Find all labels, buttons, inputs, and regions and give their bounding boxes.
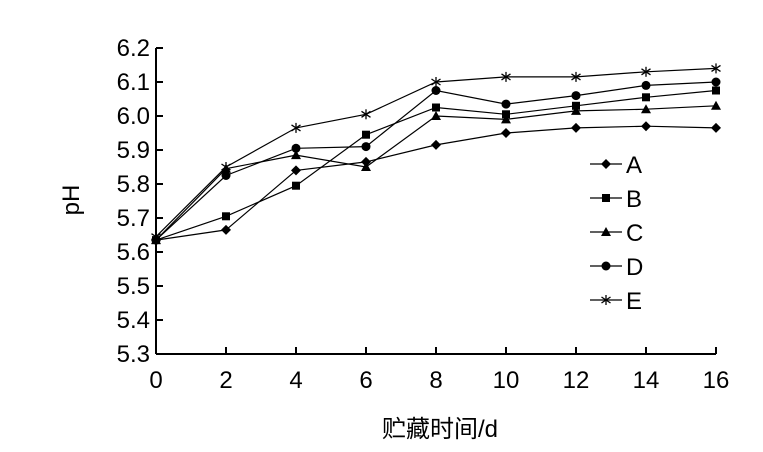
data-point-a — [431, 139, 441, 150]
data-point-d — [641, 80, 651, 90]
asterisk-stroke — [601, 296, 611, 304]
data-point-a — [221, 224, 231, 235]
legend-item-a: A — [590, 152, 642, 179]
legend-marker — [601, 159, 611, 169]
data-point-b — [642, 93, 650, 102]
asterisk-stroke — [711, 64, 721, 72]
data-point-c — [641, 104, 651, 114]
data-point-e — [151, 231, 161, 242]
x-tick-label: 0 — [149, 367, 162, 394]
legend-item-b: B — [590, 186, 642, 213]
data-point-a — [501, 128, 511, 138]
data-point-b — [712, 86, 720, 95]
y-tick-label: 5.3 — [117, 341, 150, 368]
data-point-b — [292, 181, 300, 190]
data-point-c — [571, 105, 581, 115]
data-point-a — [711, 122, 721, 133]
data-point-c — [431, 111, 441, 120]
y-tick-label: 6.1 — [117, 69, 150, 96]
data-point-b — [572, 101, 580, 110]
series-d — [151, 77, 721, 245]
x-tick-label: 12 — [563, 367, 590, 394]
legend-label: B — [626, 186, 642, 213]
data-point-e — [361, 109, 371, 120]
data-point-a — [641, 121, 651, 132]
y-tick-label: 6.0 — [117, 103, 150, 130]
data-point-d — [361, 142, 371, 152]
data-point-d — [221, 171, 231, 180]
data-point-c — [501, 114, 511, 124]
x-tick-label: 6 — [359, 367, 372, 394]
data-point-e — [501, 71, 511, 82]
y-tick-label: 5.9 — [117, 137, 150, 164]
data-point-d — [291, 143, 301, 153]
series-e — [151, 63, 721, 242]
data-point-e — [641, 66, 651, 77]
x-tick-label: 4 — [289, 367, 302, 394]
x-tick-label: 14 — [633, 367, 660, 394]
x-tick-label: 16 — [703, 367, 730, 394]
asterisk-stroke — [501, 73, 511, 81]
y-tick-label: 5.6 — [117, 239, 150, 266]
asterisk-stroke — [151, 233, 161, 241]
legend-item-e: E — [590, 288, 642, 315]
data-point-d — [571, 91, 581, 101]
asterisk-stroke — [221, 163, 231, 171]
x-tick-label: 2 — [219, 367, 232, 394]
data-point-d — [711, 77, 721, 87]
legend-label: D — [626, 254, 643, 281]
axes: 5.3 5.4 5.5 5.6 5.7 5.8 5.9 6.0 6.1 6.2 0 2 4 6 8 10 12 1… — [117, 35, 730, 394]
asterisk-stroke — [641, 68, 651, 76]
data-point-e — [711, 63, 721, 74]
data-point-e — [291, 122, 301, 133]
y-tick-label: 6.2 — [117, 35, 150, 62]
legend-label: A — [626, 152, 642, 179]
asterisk-stroke — [431, 78, 441, 86]
y-axis-label: pH — [58, 185, 85, 216]
legend-item-c: C — [590, 220, 643, 247]
y-tick-label: 5.4 — [117, 307, 150, 334]
asterisk-stroke — [361, 110, 371, 118]
y-tick-label: 5.8 — [117, 171, 150, 198]
legend-item-d: D — [590, 254, 643, 281]
x-tick-label: 10 — [493, 367, 520, 394]
data-point-b — [222, 212, 230, 221]
series-c — [151, 100, 721, 245]
legend-marker — [601, 227, 611, 236]
asterisk-stroke — [291, 124, 301, 132]
data-point-a — [291, 165, 301, 176]
data-point-b — [362, 130, 370, 139]
x-tick-label: 8 — [429, 367, 442, 394]
data-point-a — [571, 122, 581, 133]
y-tick-label: 5.5 — [117, 273, 150, 300]
data-point-d — [501, 99, 511, 109]
legend-label: E — [626, 288, 642, 315]
legend-marker — [601, 295, 611, 305]
data-point-e — [571, 71, 581, 82]
data-point-d — [431, 86, 441, 95]
data-point-a — [361, 156, 371, 167]
series-layer — [151, 63, 721, 246]
data-point-b — [502, 110, 510, 119]
data-point-c — [711, 100, 721, 110]
data-point-c — [361, 162, 371, 171]
legend-label: C — [626, 220, 643, 247]
x-axis-label: 贮藏时间/d — [382, 416, 498, 443]
y-tick-label: 5.7 — [117, 205, 150, 232]
asterisk-stroke — [571, 73, 581, 81]
data-point-c — [291, 150, 301, 160]
legend-marker — [601, 261, 611, 271]
data-point-b — [432, 103, 440, 112]
data-point-e — [431, 77, 441, 87]
legend-marker — [602, 194, 610, 202]
data-point-e — [221, 162, 231, 172]
